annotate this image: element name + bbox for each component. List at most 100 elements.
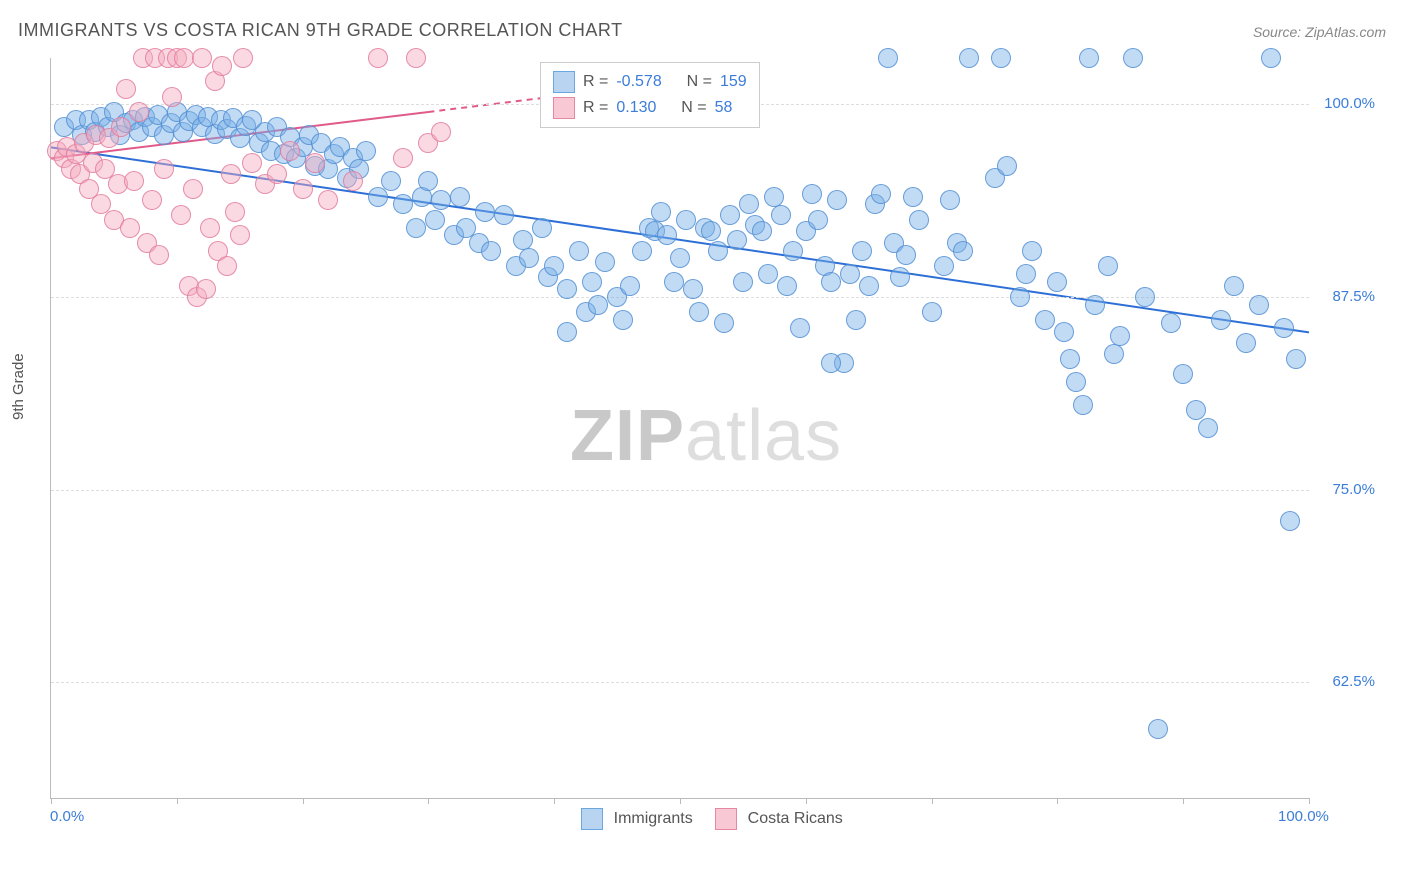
data-point — [230, 225, 250, 245]
swatch-blue-icon — [553, 71, 575, 93]
data-point — [959, 48, 979, 68]
scatter-plot: 62.5%75.0%87.5%100.0% — [50, 58, 1309, 799]
data-point — [903, 187, 923, 207]
data-point — [922, 302, 942, 322]
data-point — [293, 179, 313, 199]
data-point — [162, 87, 182, 107]
data-point — [544, 256, 564, 276]
data-point — [752, 221, 772, 241]
data-point — [991, 48, 1011, 68]
data-point — [425, 210, 445, 230]
data-point — [393, 194, 413, 214]
data-point — [406, 48, 426, 68]
data-point — [1286, 349, 1306, 369]
n-label: N = — [687, 69, 712, 95]
data-point — [1054, 322, 1074, 342]
data-point — [582, 272, 602, 292]
y-tick-label: 87.5% — [1315, 288, 1375, 305]
data-point — [393, 148, 413, 168]
data-point — [124, 171, 144, 191]
data-point — [840, 264, 860, 284]
data-point — [1010, 287, 1030, 307]
data-point — [183, 179, 203, 199]
data-point — [758, 264, 778, 284]
swatch-blue-icon — [581, 808, 603, 830]
data-point — [1085, 295, 1105, 315]
data-point — [827, 190, 847, 210]
data-point — [450, 187, 470, 207]
data-point — [196, 279, 216, 299]
data-point — [233, 48, 253, 68]
chart-title: IMMIGRANTS VS COSTA RICAN 9TH GRADE CORR… — [18, 20, 623, 41]
x-tick-mark — [806, 798, 807, 804]
data-point — [569, 241, 589, 261]
data-point — [368, 48, 388, 68]
data-point — [513, 230, 533, 250]
data-point — [519, 248, 539, 268]
data-point — [1073, 395, 1093, 415]
y-tick-label: 62.5% — [1315, 673, 1375, 690]
data-point — [846, 310, 866, 330]
x-tick-mark — [554, 798, 555, 804]
data-point — [588, 295, 608, 315]
data-point — [1173, 364, 1193, 384]
data-point — [557, 279, 577, 299]
data-point — [217, 256, 237, 276]
n-label: N = — [681, 95, 706, 121]
data-point — [1047, 272, 1067, 292]
data-point — [305, 153, 325, 173]
data-point — [859, 276, 879, 296]
series-legend: Immigrants Costa Ricans — [0, 808, 1406, 830]
x-tick-mark — [932, 798, 933, 804]
legend-row-immigrants: R = -0.578 N = 159 — [553, 69, 747, 95]
data-point — [1079, 48, 1099, 68]
data-point — [343, 171, 363, 191]
data-point — [120, 218, 140, 238]
data-point — [532, 218, 552, 238]
data-point — [1161, 313, 1181, 333]
data-point — [431, 190, 451, 210]
data-point — [192, 48, 212, 68]
data-point — [934, 256, 954, 276]
data-point — [701, 221, 721, 241]
data-point — [1280, 511, 1300, 531]
data-point — [871, 184, 891, 204]
data-point — [356, 141, 376, 161]
data-point — [1066, 372, 1086, 392]
data-point — [1249, 295, 1269, 315]
correlation-legend: R = -0.578 N = 159 R = 0.130 N = 58 — [540, 62, 760, 128]
x-tick-mark — [51, 798, 52, 804]
gridline — [51, 490, 1309, 491]
data-point — [142, 190, 162, 210]
data-point — [406, 218, 426, 238]
data-point — [1123, 48, 1143, 68]
data-point — [676, 210, 696, 230]
x-tick-mark — [680, 798, 681, 804]
data-point — [689, 302, 709, 322]
data-point — [1060, 349, 1080, 369]
data-point — [771, 205, 791, 225]
r-label: R = — [583, 69, 608, 95]
data-point — [200, 218, 220, 238]
r-value: 0.130 — [616, 95, 656, 121]
data-point — [475, 202, 495, 222]
data-point — [708, 241, 728, 261]
r-label: R = — [583, 95, 608, 121]
data-point — [1110, 326, 1130, 346]
data-point — [149, 245, 169, 265]
data-point — [852, 241, 872, 261]
gridline — [51, 682, 1309, 683]
data-point — [821, 272, 841, 292]
data-point — [267, 164, 287, 184]
data-point — [1198, 418, 1218, 438]
legend-row-costa-ricans: R = 0.130 N = 58 — [553, 95, 747, 121]
data-point — [1022, 241, 1042, 261]
data-point — [896, 245, 916, 265]
data-point — [129, 102, 149, 122]
x-tick-mark — [428, 798, 429, 804]
data-point — [225, 202, 245, 222]
data-point — [418, 171, 438, 191]
data-point — [494, 205, 514, 225]
data-point — [651, 202, 671, 222]
data-point — [733, 272, 753, 292]
